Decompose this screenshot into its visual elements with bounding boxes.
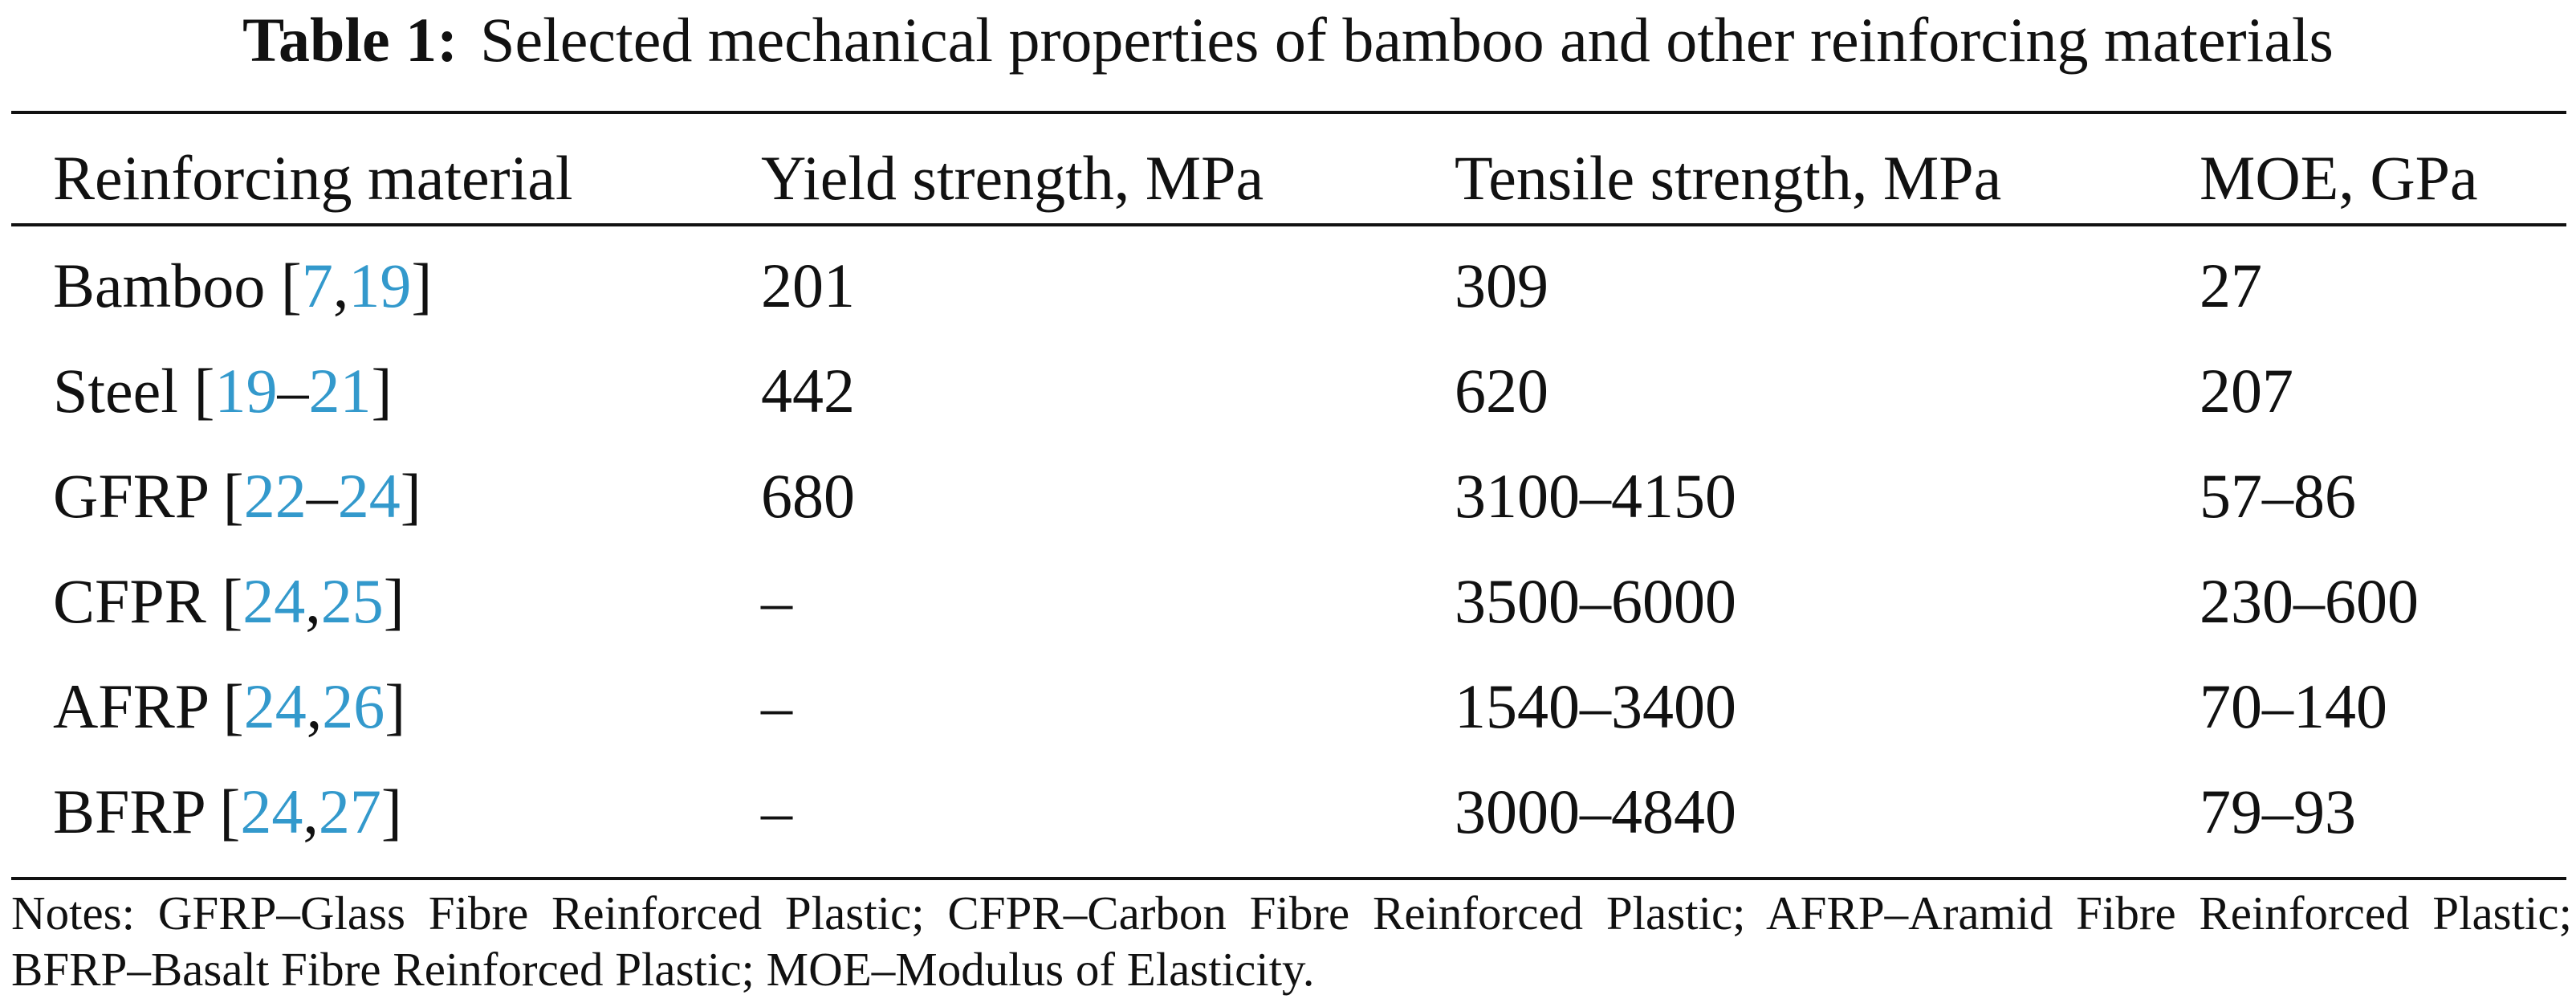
table-caption: Table 1: Selected mechanical properties o… (0, 0, 2576, 90)
material-name: Bamboo (53, 251, 266, 320)
column-header-moe: MOE, GPa (2200, 143, 2478, 213)
material-name: AFRP (53, 671, 208, 741)
citation-separator: – (277, 356, 309, 426)
citation-link[interactable]: 19 (348, 251, 412, 320)
cell-yield-strength: 442 (761, 356, 855, 426)
column-header-tensile: Tensile strength, MPa (1455, 143, 2002, 213)
cell-material: Steel [19–21] (53, 356, 393, 426)
cell-yield-strength: 680 (761, 461, 855, 531)
citation-link[interactable]: 24 (243, 671, 307, 741)
material-name: GFRP (53, 461, 208, 531)
cell-tensile-strength: 309 (1455, 251, 1548, 320)
table-notes: Notes: GFRP–Glass Fibre Reinforced Plast… (11, 887, 2572, 996)
citation-link[interactable]: 24 (240, 777, 303, 846)
cell-yield-strength: – (761, 566, 792, 636)
material-name: BFRP (53, 777, 204, 846)
material-name: Steel (53, 356, 178, 426)
cell-tensile-strength: 620 (1455, 356, 1548, 426)
cell-tensile-strength: 3000–4840 (1455, 777, 1736, 846)
citation-link[interactable]: 27 (318, 777, 381, 846)
cell-material: BFRP [24,27] (53, 777, 402, 846)
cell-tensile-strength: 1540–3400 (1455, 671, 1736, 741)
cell-yield-strength: – (761, 777, 792, 846)
cell-tensile-strength: 3500–6000 (1455, 566, 1736, 636)
cell-moe: 79–93 (2200, 777, 2356, 846)
cell-tensile-strength: 3100–4150 (1455, 461, 1736, 531)
citation-link[interactable]: 24 (242, 566, 306, 636)
column-header-material: Reinforcing material (53, 143, 573, 213)
citation-link[interactable]: 19 (214, 356, 278, 426)
citation-link[interactable]: 25 (320, 566, 384, 636)
citation-separator: , (306, 671, 323, 741)
table-caption-label: Table 1: (242, 5, 458, 75)
citation-separator: , (305, 566, 321, 636)
citation-link[interactable]: 21 (308, 356, 372, 426)
citation-link[interactable]: 26 (322, 671, 385, 741)
citation-separator: , (332, 251, 349, 320)
cell-yield-strength: – (761, 671, 792, 741)
table-bottom-rule (11, 877, 2566, 880)
cell-moe: 230–600 (2200, 566, 2419, 636)
cell-material: AFRP [24,26] (53, 671, 406, 741)
table-caption-text: Selected mechanical properties of bamboo… (480, 5, 2334, 75)
citation-separator: – (306, 461, 338, 531)
citation-separator: , (303, 777, 319, 846)
cell-moe: 207 (2200, 356, 2293, 426)
cell-moe: 27 (2200, 251, 2262, 320)
material-name: CFPR (53, 566, 206, 636)
cell-yield-strength: 201 (761, 251, 855, 320)
citation-link[interactable]: 7 (301, 251, 333, 320)
cell-material: GFRP [22–24] (53, 461, 421, 531)
cell-moe: 70–140 (2200, 671, 2387, 741)
table-header-rule (11, 223, 2566, 226)
cell-material: CFPR [24,25] (53, 566, 405, 636)
citation-link[interactable]: 24 (337, 461, 401, 531)
cell-moe: 57–86 (2200, 461, 2356, 531)
cell-material: Bamboo [7,19] (53, 251, 433, 320)
citation-link[interactable]: 22 (243, 461, 307, 531)
column-header-yield: Yield strength, MPa (761, 143, 1264, 213)
table-top-rule (11, 111, 2566, 114)
